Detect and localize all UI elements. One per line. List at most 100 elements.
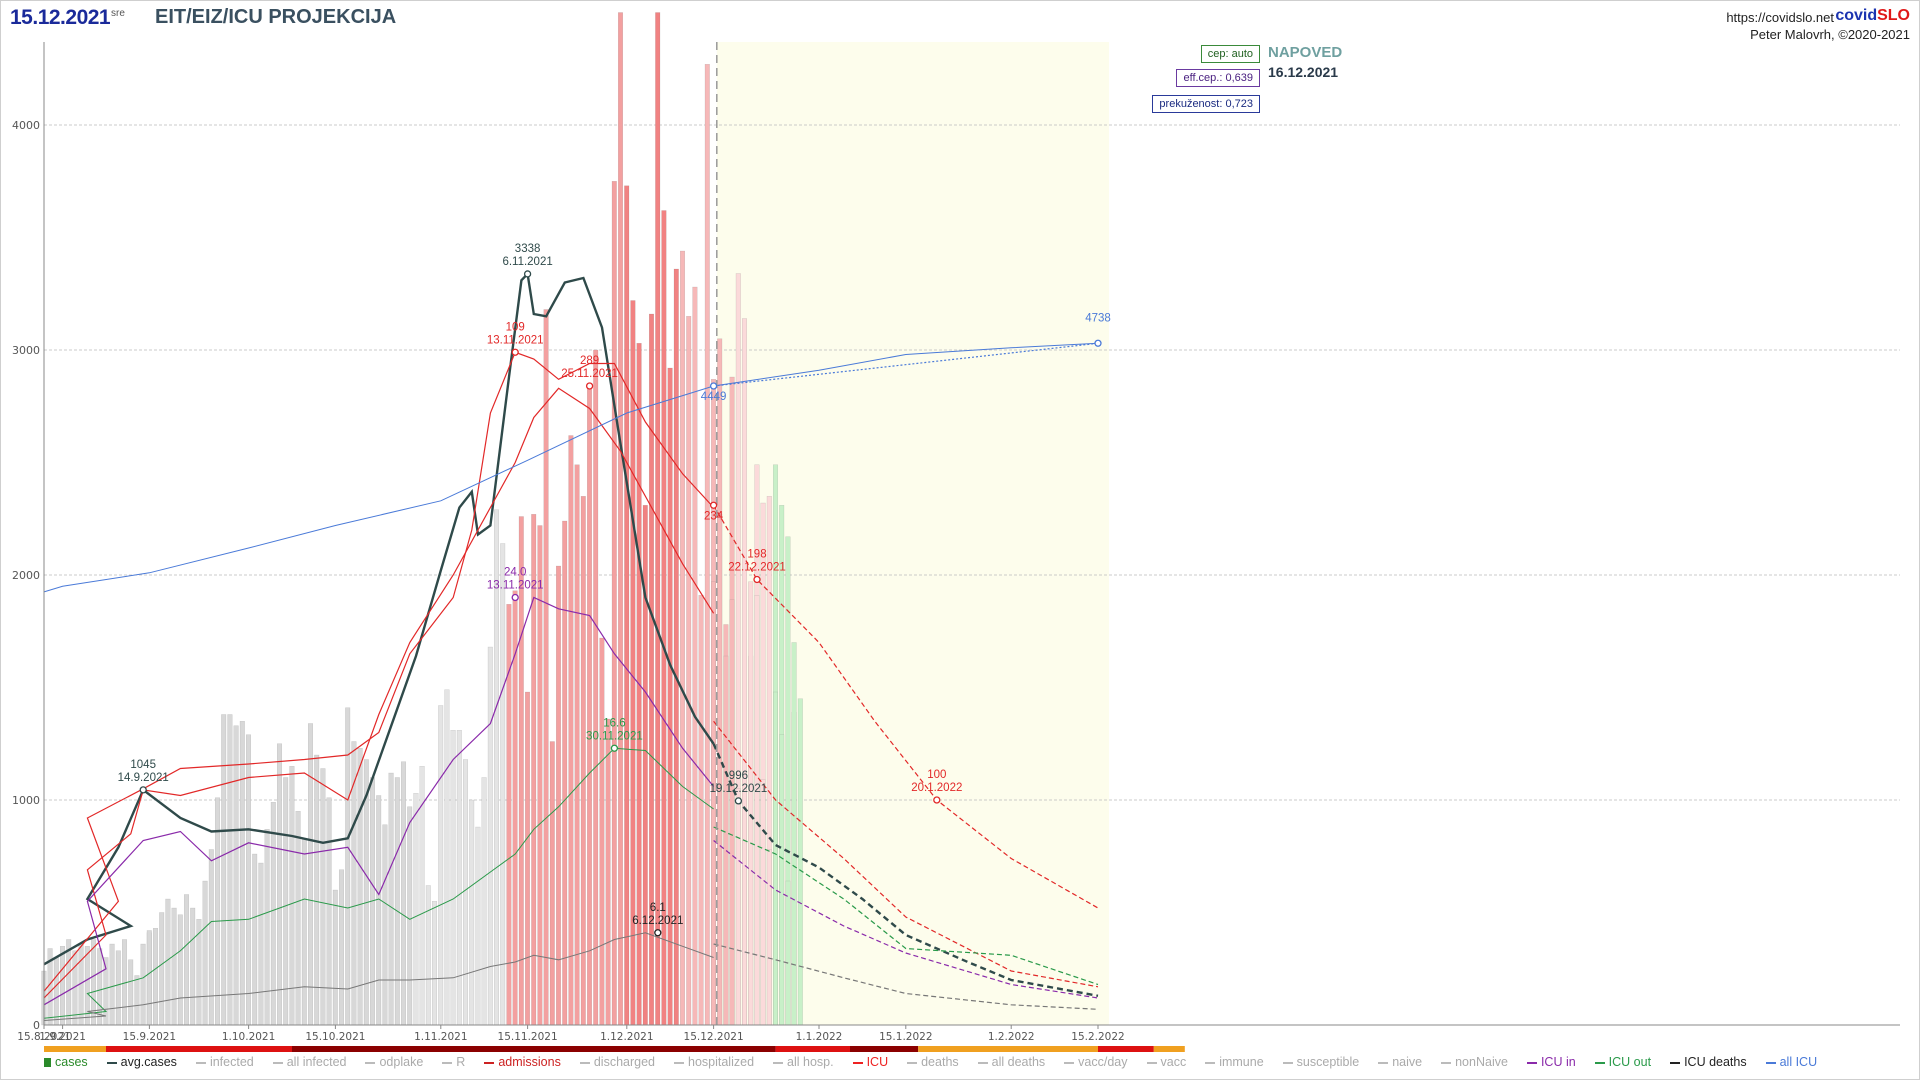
legend-item[interactable]: all ICU [1765, 1055, 1817, 1069]
annotation-marker [511, 348, 519, 356]
legend-swatch [1765, 1061, 1776, 1064]
legend-item[interactable]: nonNaive [1441, 1055, 1508, 1069]
cases-bar [326, 797, 332, 1026]
legend-swatch [442, 1061, 453, 1064]
legend-swatch [195, 1061, 206, 1064]
author-credit: Peter Malovrh, ©2020-2021 [1750, 27, 1910, 42]
cases-bar [177, 914, 183, 1026]
legend-item[interactable]: ICU deaths [1670, 1055, 1747, 1069]
cases-bar [568, 435, 574, 1026]
cases-bar [221, 714, 227, 1026]
annotation-date: 20.1.2022 [911, 782, 962, 794]
legend-item[interactable]: ICU out [1594, 1055, 1652, 1069]
cases-bar [562, 520, 568, 1026]
cases-bar [258, 862, 264, 1026]
annotation-marker [654, 929, 662, 937]
annotation-value: 289 [580, 355, 599, 367]
legend-item[interactable]: avg.cases [106, 1055, 177, 1069]
cases-bar [481, 777, 487, 1026]
cases-bar [611, 181, 617, 1026]
cases-bar [698, 595, 704, 1026]
annotation-marker [610, 744, 619, 752]
cases-bar [401, 761, 407, 1026]
cases-bar [314, 754, 320, 1026]
cases-bar [134, 975, 140, 1026]
legend-label: ICU out [1608, 1055, 1652, 1069]
cases-bar [140, 943, 146, 1026]
legend-item[interactable]: all infected [272, 1055, 346, 1069]
y-tick-label: 4000 [12, 119, 40, 132]
annotation-date: 19.12.2021 [710, 783, 768, 795]
legend-item[interactable]: ICU in [1526, 1055, 1576, 1069]
legend-item[interactable]: vacc/day [1064, 1055, 1128, 1069]
legend-item[interactable]: cases [44, 1055, 88, 1069]
cases-bar [332, 889, 338, 1026]
cases-bar [469, 799, 475, 1026]
forecast-line-admissions [713, 504, 1099, 909]
x-tick-label: 1.2.2022 [988, 1031, 1035, 1043]
annotation-value: 1045 [130, 759, 156, 771]
legend-swatch [579, 1061, 590, 1064]
forecast-line-icu-in [713, 840, 1099, 999]
cases-bar [717, 514, 723, 1026]
cases-bar [320, 768, 326, 1026]
x-tick-label: 15.12.2021 [684, 1031, 744, 1043]
x-tick-label: 15.11.2021 [498, 1031, 558, 1043]
legend-item[interactable]: discharged [579, 1055, 655, 1069]
cases-bar [475, 826, 481, 1026]
legend-item[interactable]: ICU [852, 1055, 888, 1069]
legend-item[interactable]: vacc [1146, 1055, 1186, 1069]
legend-item[interactable]: all deaths [977, 1055, 1045, 1069]
cases-bar [512, 590, 518, 1026]
bar-chart-icon [44, 1058, 51, 1068]
legend-item[interactable]: deaths [907, 1055, 959, 1069]
cases-bar [97, 948, 103, 1026]
legend-item[interactable]: admissions [484, 1055, 561, 1069]
legend-item[interactable]: all hosp. [773, 1055, 834, 1069]
cases-bar [289, 766, 295, 1026]
cases-bar [797, 698, 803, 1026]
legend-swatch [674, 1061, 684, 1064]
brand-part-a: covid [1835, 7, 1878, 24]
annotation-marker [709, 382, 718, 390]
cases-bar [190, 907, 196, 1026]
param-prekuzenost[interactable]: prekuženost: 0,723 [1152, 95, 1260, 113]
cases-bar [518, 516, 524, 1026]
x-tick-label: 15.10.2021 [305, 1031, 365, 1043]
legend-item[interactable]: infected [195, 1055, 254, 1069]
report-date: 15.12.2021 [10, 6, 111, 29]
param-effcep[interactable]: eff.cep.: 0,639 [1176, 69, 1260, 87]
legend-label: infected [209, 1055, 254, 1069]
legend-item[interactable]: hospitalized [674, 1055, 754, 1069]
annotation-marker [933, 796, 941, 804]
annotation-marker [523, 270, 532, 278]
phase-strip-segment [775, 1046, 850, 1052]
cases-bar [692, 286, 698, 1026]
legend-item[interactable]: naive [1378, 1055, 1422, 1069]
legend-label: nonNaive [1455, 1055, 1508, 1069]
legend-item[interactable]: immune [1205, 1055, 1264, 1069]
cases-bar [500, 543, 506, 1026]
legend-item[interactable]: odplake [365, 1055, 423, 1069]
annotation-value: 100 [927, 769, 946, 781]
phase-strip-segment [540, 1046, 776, 1052]
legend-item[interactable]: R [442, 1055, 465, 1069]
cases-bar [394, 777, 400, 1026]
cases-bar [425, 885, 431, 1026]
legend-swatch [1594, 1061, 1605, 1064]
cases-bar [159, 912, 165, 1026]
annotation-date: 30.11.2021 [586, 730, 643, 742]
legend-label: all hosp. [787, 1055, 834, 1069]
cases-bar [171, 907, 177, 1026]
x-tick-label: 15.9.2021 [123, 1031, 176, 1043]
param-cep[interactable]: cep: auto [1200, 45, 1260, 63]
cases-bar [444, 689, 450, 1026]
cases-bar [760, 779, 766, 1026]
annotation-date: 6.11.2021 [502, 256, 552, 268]
annotation-date: 13.11.2021 [487, 580, 544, 592]
x-tick-label: 1.11.2021 [414, 1031, 467, 1043]
cases-bar [549, 741, 555, 1026]
legend-item[interactable]: susceptible [1282, 1055, 1359, 1069]
cases-bar [680, 250, 686, 1026]
site-url-link[interactable]: https://covidslo.net [1726, 10, 1834, 25]
